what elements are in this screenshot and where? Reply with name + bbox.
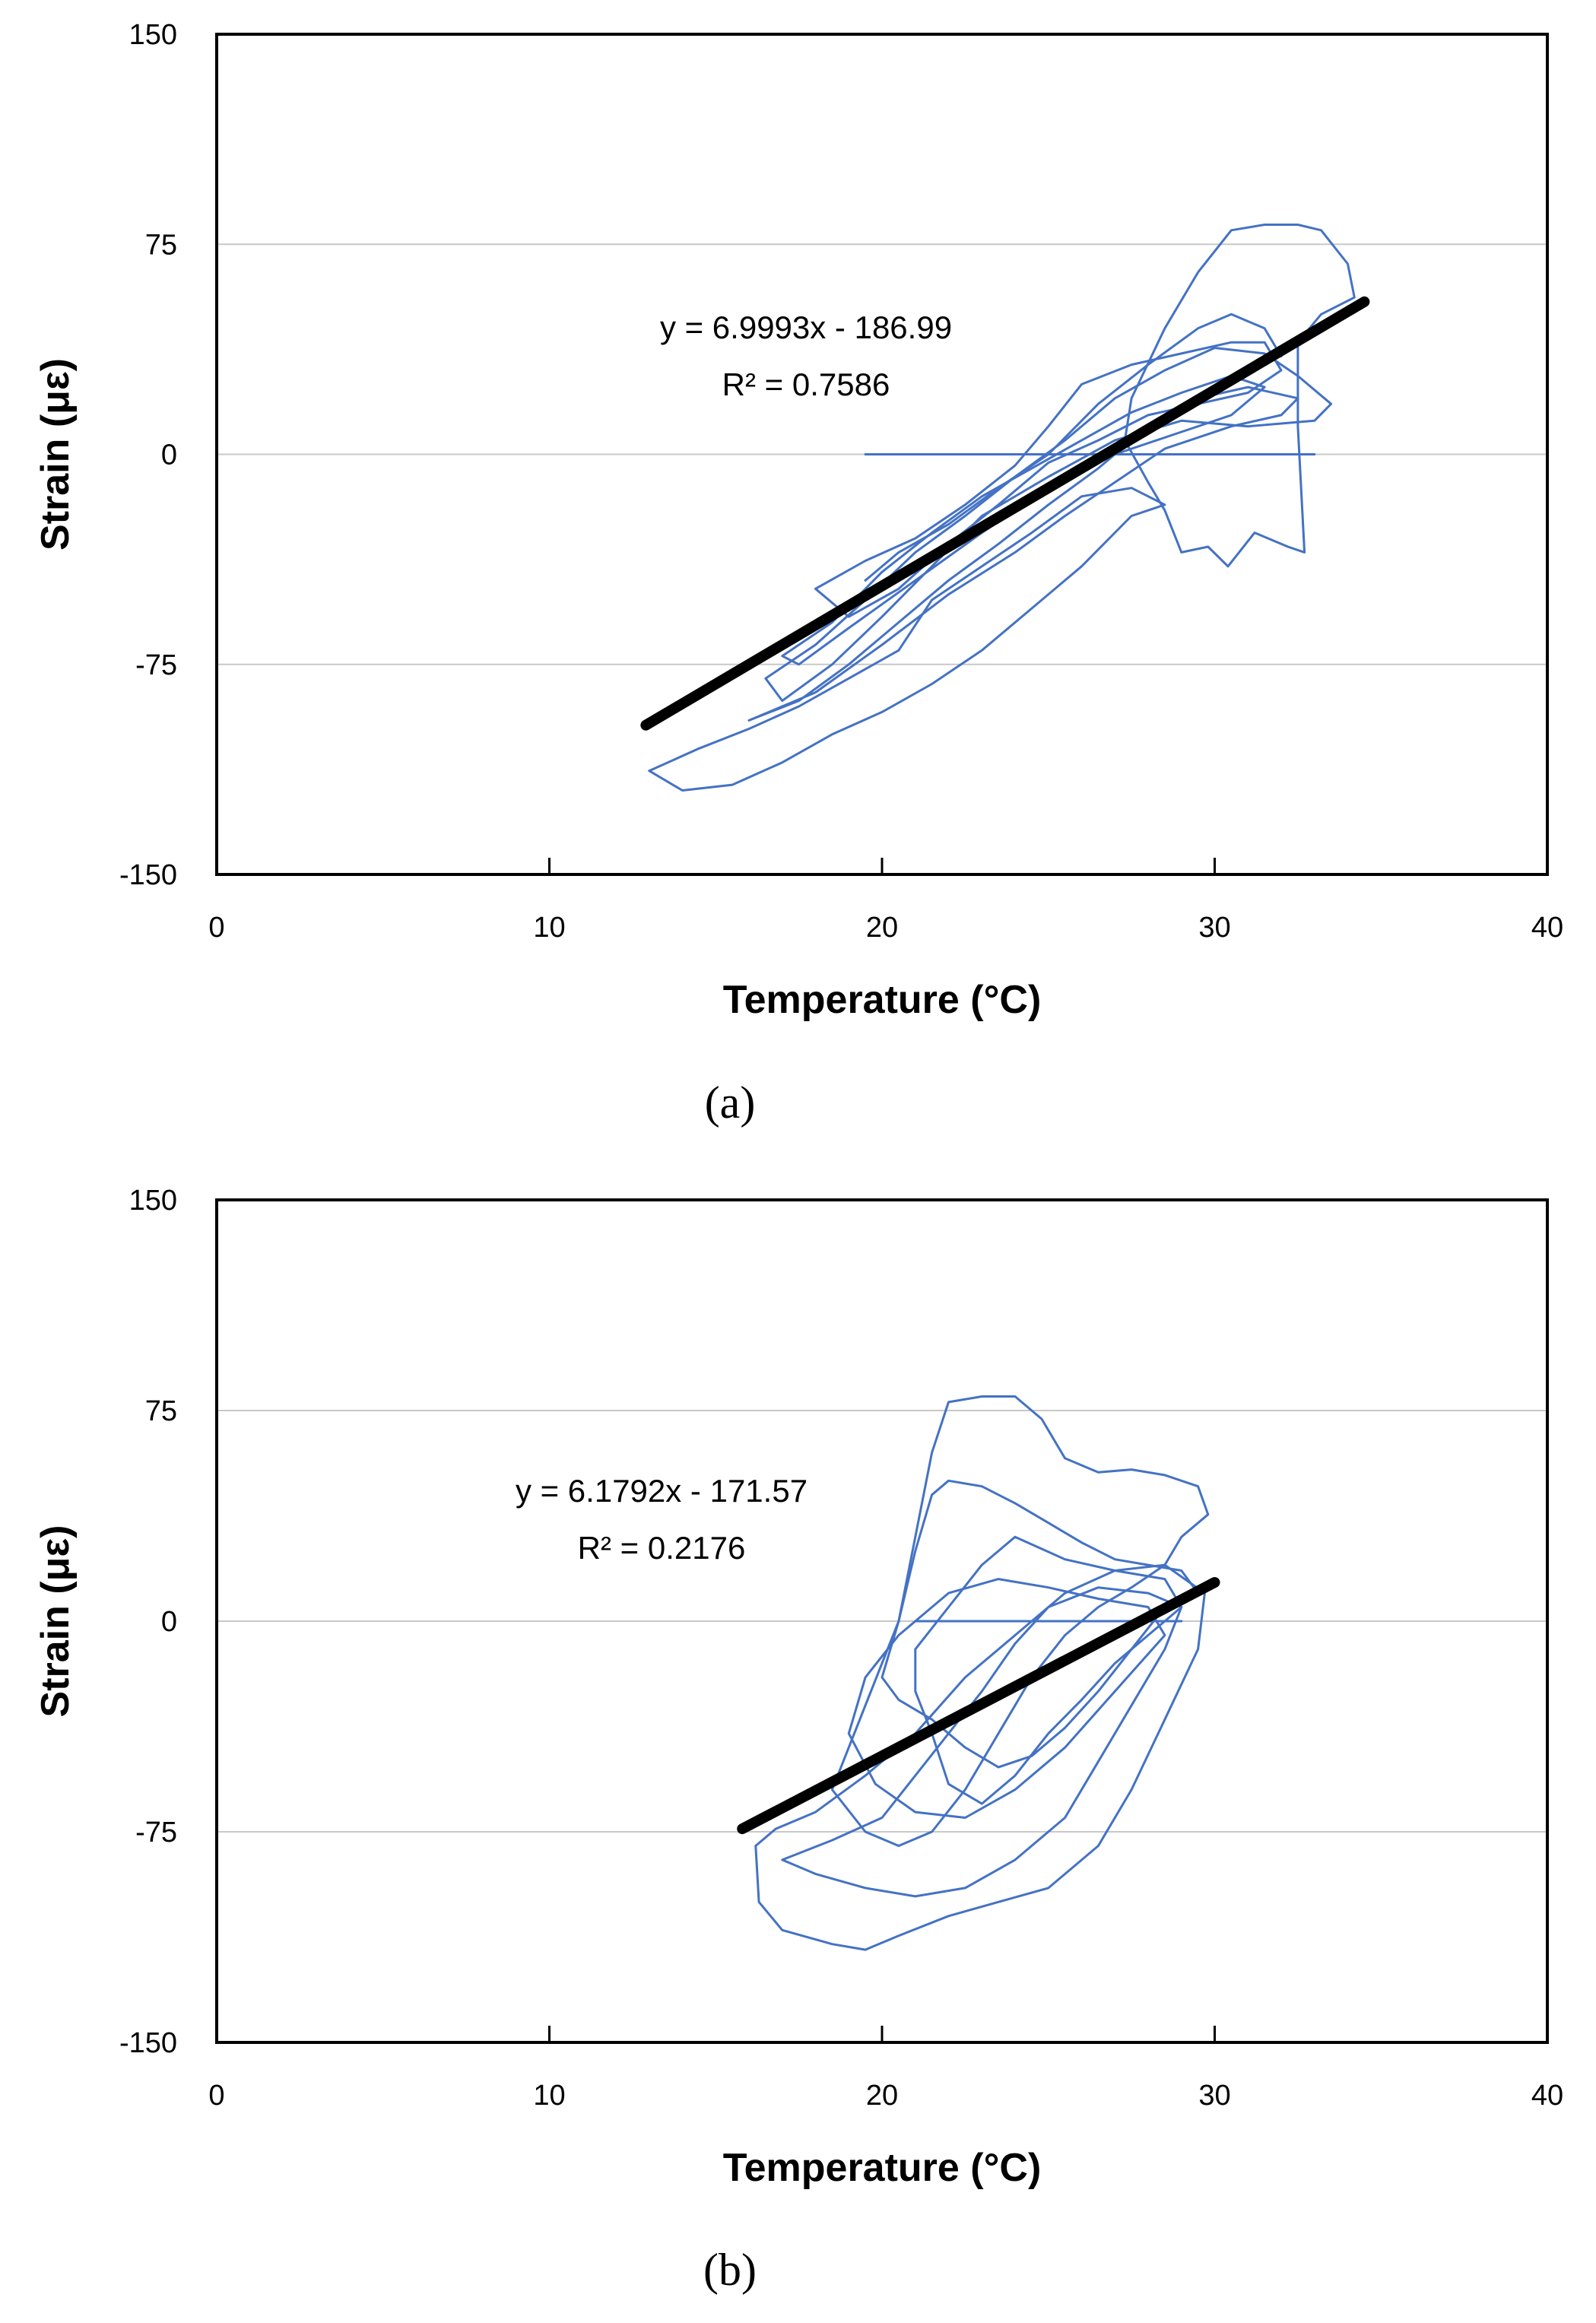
loop-inner-1-b <box>880 1479 1200 1769</box>
y-tick-label-b: 150 <box>129 1185 177 1217</box>
trendline-line-b <box>737 1577 1220 1835</box>
loop-mid-1-a <box>781 374 1266 666</box>
loop-large-outer-a <box>1123 224 1356 568</box>
loop-mid-2-a <box>764 347 1333 703</box>
trend-equation-b: y = 6.1792x - 171.57 <box>516 1473 808 1509</box>
y-ticks-a: 150 75 0 -75 -150 <box>119 19 177 891</box>
y-ticks-b: 150 75 0 -75 -150 <box>119 1185 177 2059</box>
x-tick-label-b: 0 <box>208 2080 224 2112</box>
y-tick-label-a: 150 <box>129 19 177 51</box>
x-tick-label-b: 30 <box>1198 2080 1230 2112</box>
loop-inner-3-b <box>914 1535 1183 1805</box>
x-tick-label-a: 20 <box>866 912 898 944</box>
y-tick-label-b: -150 <box>119 2027 177 2059</box>
y-tick-label-a: 0 <box>161 440 177 471</box>
r-squared-a: R² = 0.7586 <box>722 367 890 402</box>
panel-label-a: (a) <box>705 1077 756 1128</box>
chart-panel-a: 0 10 20 30 40 150 75 0 -75 -150 y = 6.9993x - 18… <box>33 19 1563 1128</box>
x-tick-label-a: 0 <box>208 912 224 944</box>
loop-upper-envelope-a <box>864 313 1283 582</box>
loop-lower-start-a <box>648 487 1166 792</box>
y-tick-label-a: -150 <box>119 859 177 891</box>
strain-loops-b <box>754 1395 1210 1951</box>
trendline-line-a <box>640 296 1370 731</box>
x-axis-label-a: Temperature (°C) <box>723 978 1042 1022</box>
x-ticks-a: 0 10 20 30 40 <box>208 858 1563 944</box>
x-tick-label-b: 40 <box>1531 2080 1563 2112</box>
gridlines-b <box>217 1410 1547 1833</box>
y-tick-label-a: -75 <box>135 649 177 681</box>
y-tick-label-b: 75 <box>145 1395 177 1427</box>
y-tick-label-a: 75 <box>145 229 177 261</box>
chart-panel-b: 0 10 20 30 40 150 75 0 -75 -150 y = 6.1792x - 17… <box>33 1185 1563 2295</box>
loop-mid-4-a <box>747 386 1299 722</box>
r-squared-b: R² = 0.2176 <box>578 1530 746 1566</box>
x-tick-label-a: 30 <box>1198 912 1230 944</box>
trendline-b <box>737 1577 1220 1835</box>
x-tick-label-a: 10 <box>533 912 565 944</box>
x-tick-label-b: 20 <box>866 2080 898 2112</box>
trend-equation-a: y = 6.9993x - 186.99 <box>660 309 952 345</box>
x-tick-label-b: 10 <box>533 2080 565 2112</box>
y-tick-label-b: 0 <box>161 1606 177 1638</box>
x-tick-label-a: 40 <box>1531 912 1563 944</box>
trendline-a <box>640 296 1370 731</box>
x-axis-label-b: Temperature (°C) <box>723 2146 1042 2190</box>
loop-tall-top-b <box>830 1395 1210 1847</box>
y-axis-label-a: Strain (με) <box>33 358 78 551</box>
y-tick-label-b: -75 <box>135 1817 177 1849</box>
x-ticks-b: 0 10 20 30 40 <box>208 2026 1563 2112</box>
y-axis-label-b: Strain (με) <box>33 1525 78 1718</box>
panel-label-b: (b) <box>703 2245 757 2295</box>
